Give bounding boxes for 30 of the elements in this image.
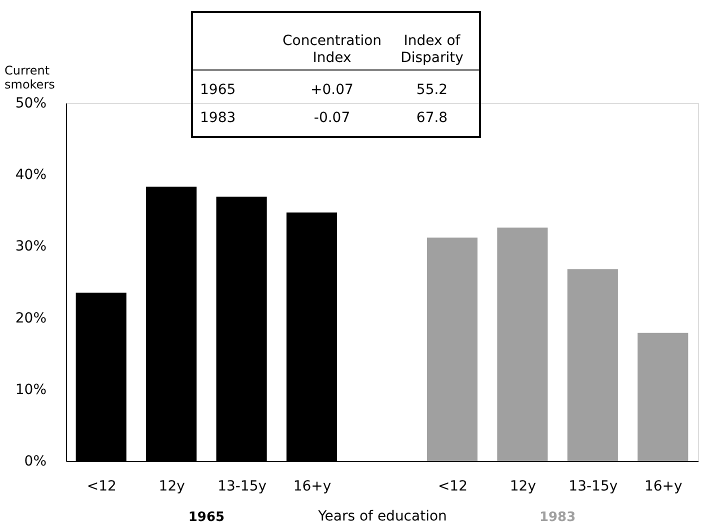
- text: 1983: [539, 510, 576, 525]
- text: 55.2: [416, 82, 448, 98]
- annotation: 1983: [200, 110, 236, 126]
- text: Index of Disparity: [400, 33, 464, 66]
- x-tick-label: 16+y: [644, 478, 682, 494]
- x-tick-label: 13-15y: [218, 478, 267, 494]
- y-axis-title: Current smokers: [4, 64, 55, 92]
- x-axis-title: Years of education: [317, 508, 447, 524]
- text: 1965: [200, 82, 236, 98]
- bar: [497, 228, 548, 461]
- x-tick-label: <12: [438, 478, 468, 494]
- bar: [567, 269, 618, 461]
- x-tick-label: 12y: [510, 478, 536, 494]
- x-tick-label: 13-15y: [568, 478, 618, 494]
- x-tick-label: 16+y: [293, 478, 332, 494]
- text: Concentration Index: [282, 33, 382, 66]
- y-tick-label: 50%: [15, 96, 46, 112]
- bar: [638, 332, 688, 461]
- y-tick-label: 20%: [15, 310, 46, 326]
- annotation: -0.07: [314, 110, 350, 126]
- text: 1965: [188, 510, 225, 525]
- x-tick-label: 12y: [158, 478, 185, 494]
- y-tick-label: 40%: [15, 167, 46, 184]
- y-tick-label: 30%: [15, 238, 46, 255]
- bar: [426, 238, 478, 461]
- y-tick-label: 10%: [15, 382, 46, 398]
- x-tick-label: <12: [86, 478, 116, 494]
- y-tick-label: 0%: [24, 454, 46, 470]
- annotation: 67.8: [416, 110, 448, 126]
- text: +0.07: [310, 82, 354, 98]
